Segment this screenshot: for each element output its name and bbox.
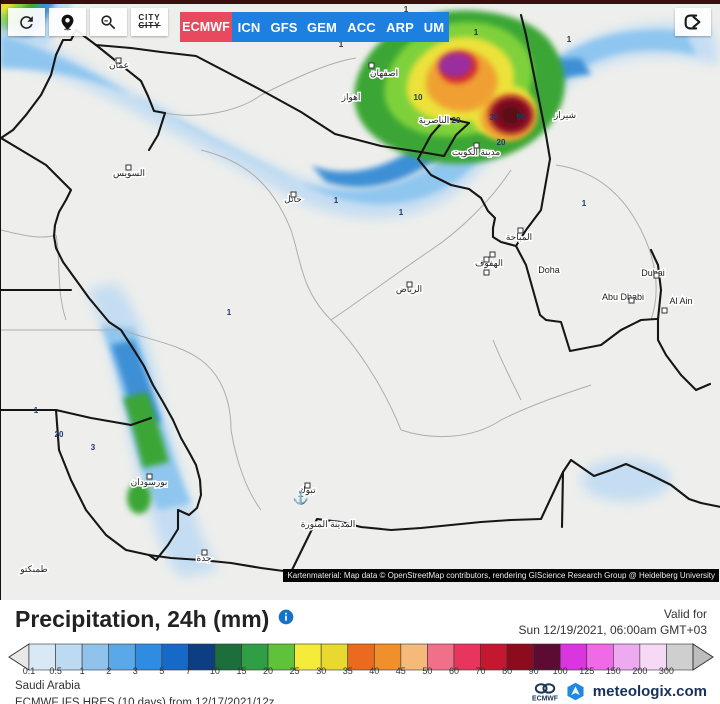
svg-text:Doha: Doha [538,265,560,275]
svg-text:1: 1 [34,406,39,415]
svg-text:1: 1 [80,666,85,675]
svg-text:20: 20 [263,666,273,675]
svg-text:1: 1 [567,35,572,44]
svg-text:الناصرية: الناصرية [419,115,450,126]
svg-text:5: 5 [159,666,164,675]
svg-text:مدينة الكويت: مدينة الكويت [452,147,500,158]
svg-text:2: 2 [106,666,111,675]
svg-text:80: 80 [502,666,512,675]
svg-text:100: 100 [553,666,568,675]
svg-text:Dubai: Dubai [641,268,665,278]
svg-text:30: 30 [316,666,326,675]
svg-text:50: 50 [422,666,432,675]
svg-text:10: 10 [414,93,423,102]
svg-text:15: 15 [236,666,246,675]
svg-text:شيراز: شيراز [553,110,576,121]
svg-text:30: 30 [490,113,499,122]
svg-text:اهواز: اهواز [341,92,361,103]
svg-text:1: 1 [474,28,479,37]
svg-text:Abu Dhabi: Abu Dhabi [602,292,644,302]
svg-text:20: 20 [497,138,506,147]
svg-text:50: 50 [517,113,526,122]
svg-text:90: 90 [529,666,539,675]
svg-text:60: 60 [449,666,459,675]
svg-text:70: 70 [475,666,485,675]
svg-text:المدينة المنورة: المدينة المنورة [301,519,356,530]
svg-text:45: 45 [396,666,406,675]
svg-text:200: 200 [632,666,647,675]
svg-text:اصفهان: اصفهان [370,68,398,79]
svg-text:125: 125 [579,666,594,675]
svg-text:1: 1 [227,308,232,317]
svg-text:طمبكتو: طمبكتو [19,564,47,575]
svg-text:10: 10 [210,666,220,675]
svg-text:7: 7 [186,666,191,675]
svg-text:ECMWF: ECMWF [532,696,558,703]
svg-text:300: 300 [659,666,674,675]
svg-text:1: 1 [582,199,587,208]
svg-text:3: 3 [133,666,138,675]
svg-text:Al Ain: Al Ain [669,296,692,306]
svg-text:0.1: 0.1 [23,666,36,675]
svg-text:20: 20 [55,430,64,439]
svg-text:1: 1 [399,208,404,217]
svg-text:20: 20 [452,116,461,125]
svg-text:0.5: 0.5 [49,666,62,675]
svg-text:1: 1 [334,196,339,205]
svg-text:40: 40 [369,666,379,675]
svg-text:3: 3 [91,443,96,452]
svg-text:150: 150 [606,666,621,675]
svg-text:⚓: ⚓ [293,490,309,505]
svg-text:25: 25 [290,666,300,675]
svg-text:35: 35 [343,666,353,675]
